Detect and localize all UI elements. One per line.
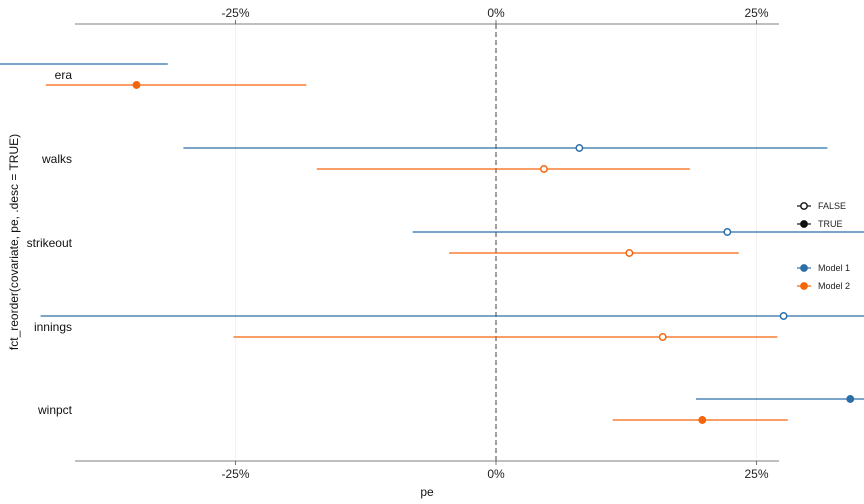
legend-label: TRUE: [818, 219, 843, 229]
grid-lines: [235, 24, 757, 461]
legend-key-point: [800, 202, 808, 210]
category-label: walks: [41, 152, 72, 166]
point-estimate: [658, 333, 667, 341]
x-tick-label-bottom: 25%: [744, 467, 768, 481]
legend-key-point: [800, 264, 808, 272]
x-tick-label-top: 25%: [744, 6, 768, 20]
y-axis-title: fct_reorder(covariate, pe, .desc = TRUE): [7, 134, 21, 350]
category-label: strikeout: [27, 236, 73, 250]
legend-label: Model 2: [818, 281, 850, 291]
chart-marks: [0, 63, 864, 424]
point-estimate: [575, 144, 584, 152]
point-estimate: [723, 228, 732, 236]
legend: FALSE TRUE Model 1 Model 2: [797, 201, 850, 291]
point-estimate: [779, 312, 788, 320]
category-label: era: [55, 68, 73, 82]
x-tick-label-top: -25%: [221, 6, 249, 20]
x-axis-title: pe: [420, 485, 434, 499]
point-estimate: [625, 249, 634, 257]
point-estimate: [698, 416, 707, 424]
legend-label: Model 1: [818, 263, 850, 273]
point-estimate: [539, 165, 548, 173]
point-estimate: [846, 395, 855, 403]
legend-label: FALSE: [818, 201, 846, 211]
category-labels: era walks strikeout innings winpct: [27, 68, 73, 417]
x-tick-label-top: 0%: [487, 6, 505, 20]
x-axis-ticks: -75%-75%-50%-50%-25%-25%0%0%25%25%50%50%: [221, 6, 768, 481]
category-label: winpct: [37, 403, 73, 417]
x-tick-label-bottom: -25%: [221, 467, 249, 481]
category-label: innings: [34, 320, 72, 334]
legend-key-point: [800, 282, 808, 290]
x-tick-label-bottom: 0%: [487, 467, 505, 481]
legend-key-point: [800, 220, 808, 228]
point-estimate: [132, 81, 141, 89]
